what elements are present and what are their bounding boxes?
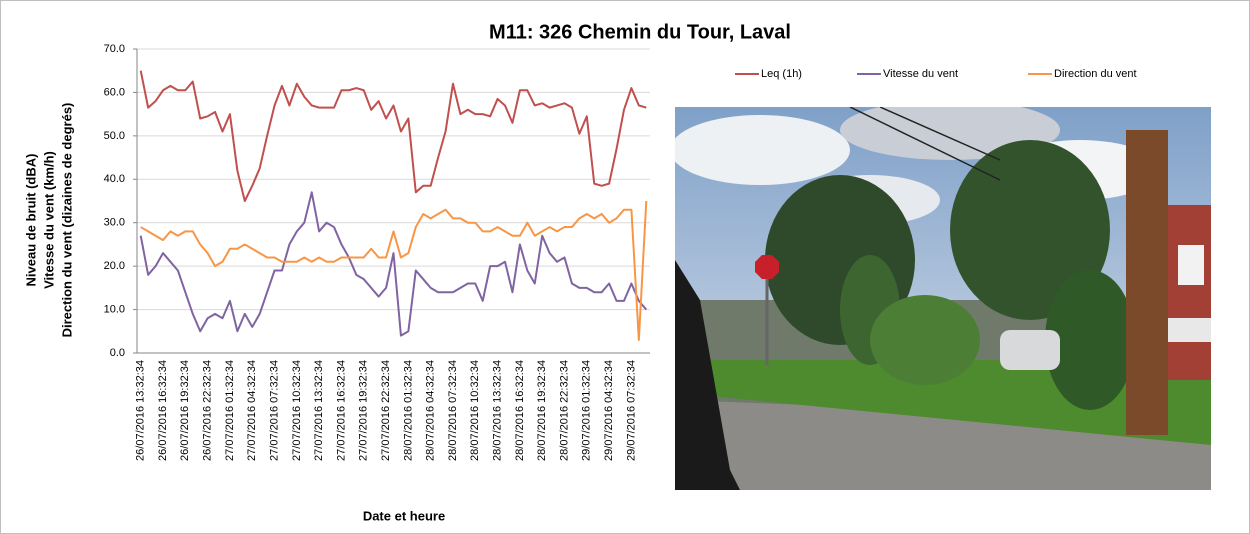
- series-line: [139, 191, 648, 337]
- y-tick-label: 50.0: [104, 130, 125, 142]
- photo: [675, 107, 1211, 490]
- y-tick-label: 0.0: [110, 347, 125, 359]
- x-tick-label: 29/07/2016 04:32:34: [603, 360, 615, 461]
- x-tick-label: 28/07/2016 01:32:34: [402, 360, 414, 461]
- x-tick-label: 28/07/2016 04:32:34: [425, 360, 437, 461]
- x-tick-label: 28/07/2016 13:32:34: [491, 360, 503, 461]
- x-tick-label: 28/07/2016 19:32:34: [536, 360, 548, 461]
- x-tick-label: 26/07/2016 19:32:34: [179, 360, 191, 461]
- legend-label: Direction du vent: [1054, 68, 1137, 80]
- legend-label: Vitesse du vent: [883, 68, 958, 80]
- x-tick-label: 27/07/2016 01:32:34: [224, 360, 236, 461]
- x-tick-label: 26/07/2016 16:32:34: [157, 360, 169, 461]
- series-line: [140, 200, 648, 341]
- series-line: [139, 70, 647, 202]
- legend-label: Leq (1h): [761, 68, 802, 80]
- x-tick-label: 26/07/2016 13:32:34: [135, 360, 147, 461]
- y-tick-label: 60.0: [104, 86, 125, 98]
- y-tick-label: 30.0: [104, 217, 125, 229]
- x-tick-label: 27/07/2016 16:32:34: [335, 360, 347, 461]
- x-tick-label: 29/07/2016 01:32:34: [581, 360, 593, 461]
- x-tick-label: 27/07/2016 07:32:34: [268, 360, 280, 461]
- x-tick-label: 27/07/2016 19:32:34: [358, 360, 370, 461]
- x-tick-label: 28/07/2016 22:32:34: [558, 360, 570, 461]
- y-axis-title: Direction du vent (dizaines de degrés): [59, 103, 74, 338]
- y-tick-label: 20.0: [104, 260, 125, 272]
- x-tick-label: 27/07/2016 13:32:34: [313, 360, 325, 461]
- y-axis-title: Vitesse du vent (km/h): [41, 151, 56, 289]
- x-tick-label: 27/07/2016 22:32:34: [380, 360, 392, 461]
- chart-title: M11: 326 Chemin du Tour, Laval: [489, 21, 791, 43]
- x-axis-title: Date et heure: [363, 508, 445, 523]
- y-tick-label: 40.0: [104, 173, 125, 185]
- y-tick-label: 70.0: [104, 43, 125, 55]
- x-tick-label: 29/07/2016 07:32:34: [625, 360, 637, 461]
- x-tick-label: 27/07/2016 10:32:34: [291, 360, 303, 461]
- x-tick-label: 28/07/2016 10:32:34: [469, 360, 481, 461]
- x-tick-label: 28/07/2016 07:32:34: [447, 360, 459, 461]
- x-tick-label: 27/07/2016 04:32:34: [246, 360, 258, 461]
- x-tick-label: 26/07/2016 22:32:34: [202, 360, 214, 461]
- y-tick-label: 10.0: [104, 303, 125, 315]
- x-tick-label: 28/07/2016 16:32:34: [514, 360, 526, 461]
- y-axis-title: Niveau de bruit (dBA): [23, 154, 38, 287]
